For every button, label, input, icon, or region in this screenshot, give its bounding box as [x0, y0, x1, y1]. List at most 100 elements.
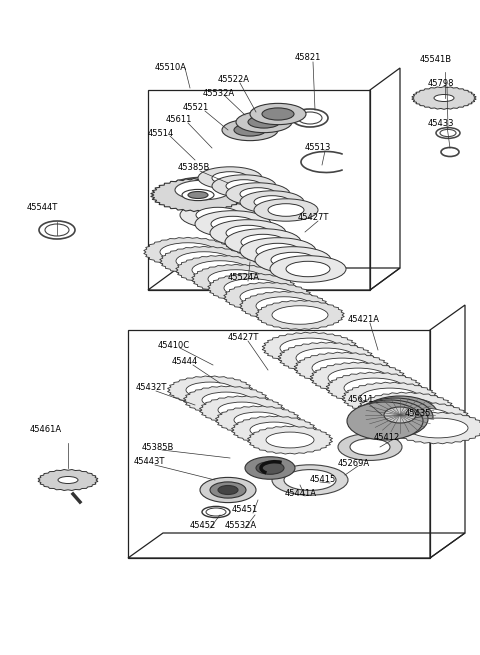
Polygon shape: [192, 265, 280, 293]
Text: 45385B: 45385B: [142, 443, 174, 451]
Ellipse shape: [180, 202, 256, 229]
Ellipse shape: [256, 243, 300, 259]
Ellipse shape: [182, 189, 214, 200]
Ellipse shape: [280, 338, 340, 358]
Ellipse shape: [272, 465, 348, 495]
Polygon shape: [262, 332, 358, 364]
Text: 45798: 45798: [428, 79, 455, 88]
Polygon shape: [294, 352, 390, 384]
Ellipse shape: [241, 234, 285, 250]
Ellipse shape: [272, 306, 328, 324]
Polygon shape: [38, 470, 98, 491]
Ellipse shape: [58, 476, 78, 483]
Ellipse shape: [160, 243, 216, 261]
Ellipse shape: [175, 180, 231, 200]
Ellipse shape: [240, 191, 304, 213]
Polygon shape: [248, 426, 333, 454]
Text: 45427T: 45427T: [298, 214, 329, 223]
Ellipse shape: [350, 439, 390, 455]
Text: 45524A: 45524A: [228, 274, 260, 282]
Ellipse shape: [225, 229, 301, 255]
Polygon shape: [208, 273, 296, 303]
Ellipse shape: [328, 368, 388, 388]
Polygon shape: [216, 406, 300, 434]
Text: 45541B: 45541B: [420, 56, 452, 64]
Ellipse shape: [245, 457, 295, 479]
Text: 45432T: 45432T: [136, 383, 168, 392]
Ellipse shape: [268, 204, 304, 216]
Ellipse shape: [196, 207, 240, 223]
Text: 45269A: 45269A: [338, 458, 370, 468]
Polygon shape: [374, 402, 470, 434]
Polygon shape: [224, 282, 312, 312]
Ellipse shape: [176, 252, 232, 271]
Ellipse shape: [344, 378, 404, 398]
Ellipse shape: [256, 462, 284, 474]
Ellipse shape: [254, 199, 318, 221]
Text: 45521: 45521: [183, 103, 209, 113]
Ellipse shape: [248, 116, 280, 128]
Ellipse shape: [212, 172, 248, 184]
Text: 45385B: 45385B: [178, 164, 210, 172]
Ellipse shape: [362, 396, 438, 434]
Text: 45452: 45452: [190, 521, 216, 529]
Ellipse shape: [392, 408, 452, 428]
Text: 45544T: 45544T: [27, 204, 58, 212]
Text: 45433: 45433: [428, 119, 455, 128]
Polygon shape: [231, 416, 316, 444]
Polygon shape: [183, 386, 268, 414]
Ellipse shape: [357, 398, 433, 436]
Polygon shape: [200, 396, 285, 424]
Ellipse shape: [210, 219, 286, 246]
Ellipse shape: [188, 191, 208, 198]
Ellipse shape: [376, 398, 436, 418]
Text: 45461A: 45461A: [30, 426, 62, 434]
Ellipse shape: [296, 348, 356, 368]
Text: 45510A: 45510A: [155, 64, 187, 73]
Ellipse shape: [208, 270, 264, 288]
Text: 45441A: 45441A: [285, 489, 317, 498]
Ellipse shape: [256, 297, 312, 315]
Text: 45451: 45451: [232, 506, 258, 514]
Ellipse shape: [211, 216, 255, 232]
Ellipse shape: [222, 119, 278, 141]
Text: 45532A: 45532A: [203, 88, 235, 98]
Ellipse shape: [224, 279, 280, 297]
Polygon shape: [278, 342, 374, 374]
Ellipse shape: [286, 261, 330, 276]
Ellipse shape: [198, 167, 262, 189]
Text: 45821: 45821: [295, 54, 322, 62]
Polygon shape: [151, 178, 245, 212]
Ellipse shape: [210, 482, 246, 498]
Ellipse shape: [360, 388, 420, 408]
Polygon shape: [160, 246, 248, 276]
Text: 45514: 45514: [148, 128, 174, 138]
Ellipse shape: [240, 188, 276, 200]
Polygon shape: [390, 412, 480, 444]
Ellipse shape: [270, 255, 346, 282]
Ellipse shape: [218, 402, 266, 418]
Text: 45415: 45415: [310, 476, 336, 485]
Text: 45532A: 45532A: [225, 521, 257, 529]
Text: 45611: 45611: [348, 396, 374, 405]
Ellipse shape: [254, 196, 290, 208]
Polygon shape: [168, 376, 252, 404]
Ellipse shape: [250, 422, 298, 438]
Text: 45435: 45435: [405, 409, 432, 417]
Ellipse shape: [312, 358, 372, 378]
Polygon shape: [176, 255, 264, 285]
Text: 45410C: 45410C: [158, 341, 190, 350]
Ellipse shape: [352, 400, 428, 438]
Polygon shape: [240, 291, 328, 321]
Ellipse shape: [434, 94, 454, 102]
Ellipse shape: [200, 477, 256, 502]
Ellipse shape: [226, 225, 270, 240]
Ellipse shape: [186, 382, 234, 398]
Ellipse shape: [384, 407, 416, 423]
Text: 45443T: 45443T: [134, 457, 166, 466]
Ellipse shape: [234, 124, 266, 136]
Text: 45412: 45412: [374, 432, 400, 441]
Ellipse shape: [226, 179, 262, 193]
Text: 45427T: 45427T: [228, 333, 259, 343]
Ellipse shape: [236, 111, 292, 133]
